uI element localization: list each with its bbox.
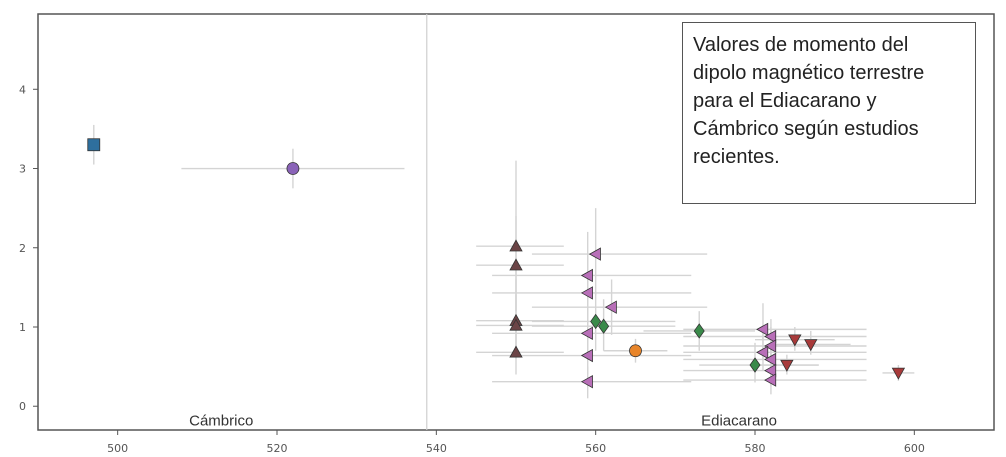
x-tick-label: 600: [904, 442, 925, 455]
data-point-triangle-left: [580, 348, 593, 363]
data-point-triangle-left: [580, 286, 593, 300]
data-point-triangle-down: [788, 334, 802, 347]
period-labels: Cámbrico Ediacarano: [189, 412, 777, 429]
y-tick-label: 1: [19, 321, 26, 334]
period-label: Cámbrico: [189, 412, 253, 429]
data-point-triangle-up: [509, 345, 523, 358]
data-point-triangle-left: [580, 374, 593, 389]
y-tick-label: 2: [19, 242, 26, 255]
annotation-box: Valores de momento del dipolo magnético …: [682, 22, 976, 204]
x-tick-label: 500: [107, 442, 128, 455]
y-tick-label: 0: [19, 400, 26, 413]
y-tick-label: 3: [19, 163, 26, 176]
data-point-triangle-left: [764, 373, 777, 387]
data-point-triangle-left: [764, 329, 777, 344]
data-points: [87, 138, 906, 389]
data-point-triangle-down: [780, 359, 794, 372]
y-tick-label: 4: [19, 83, 26, 96]
period-label: Ediacarano: [701, 412, 777, 429]
data-point-diamond: [590, 313, 602, 330]
data-point-triangle-left: [756, 345, 769, 360]
x-tick-label: 560: [585, 442, 606, 455]
data-point-triangle-left: [756, 322, 769, 337]
data-point-triangle-up: [509, 318, 523, 331]
annotation-text: Valores de momento del dipolo magnético …: [693, 34, 925, 168]
data-point-circle: [629, 344, 642, 358]
data-point-triangle-left: [764, 352, 777, 367]
data-point-triangle-down: [804, 339, 818, 352]
data-point-triangle-left: [764, 363, 777, 378]
x-axis-ticks: 500 520 540 560 580 600: [107, 430, 925, 455]
data-point-triangle-left: [580, 268, 593, 283]
data-point-triangle-up: [509, 258, 523, 271]
data-point-triangle-left: [604, 300, 617, 314]
data-point-triangle-left: [588, 247, 601, 261]
data-point-circle: [286, 162, 300, 175]
data-point-square: [87, 138, 101, 152]
x-tick-label: 540: [426, 442, 447, 455]
data-point-diamond: [693, 323, 705, 339]
data-point-triangle-left: [764, 339, 777, 353]
data-point-triangle-up: [509, 239, 523, 252]
data-point-triangle-left: [580, 326, 593, 341]
data-point-diamond: [598, 318, 610, 334]
data-point-diamond: [749, 357, 761, 373]
x-tick-label: 580: [745, 442, 766, 455]
x-tick-label: 520: [267, 442, 288, 455]
y-axis-ticks: 0 1 2 3 4: [19, 83, 38, 413]
data-point-triangle-down: [891, 367, 906, 380]
